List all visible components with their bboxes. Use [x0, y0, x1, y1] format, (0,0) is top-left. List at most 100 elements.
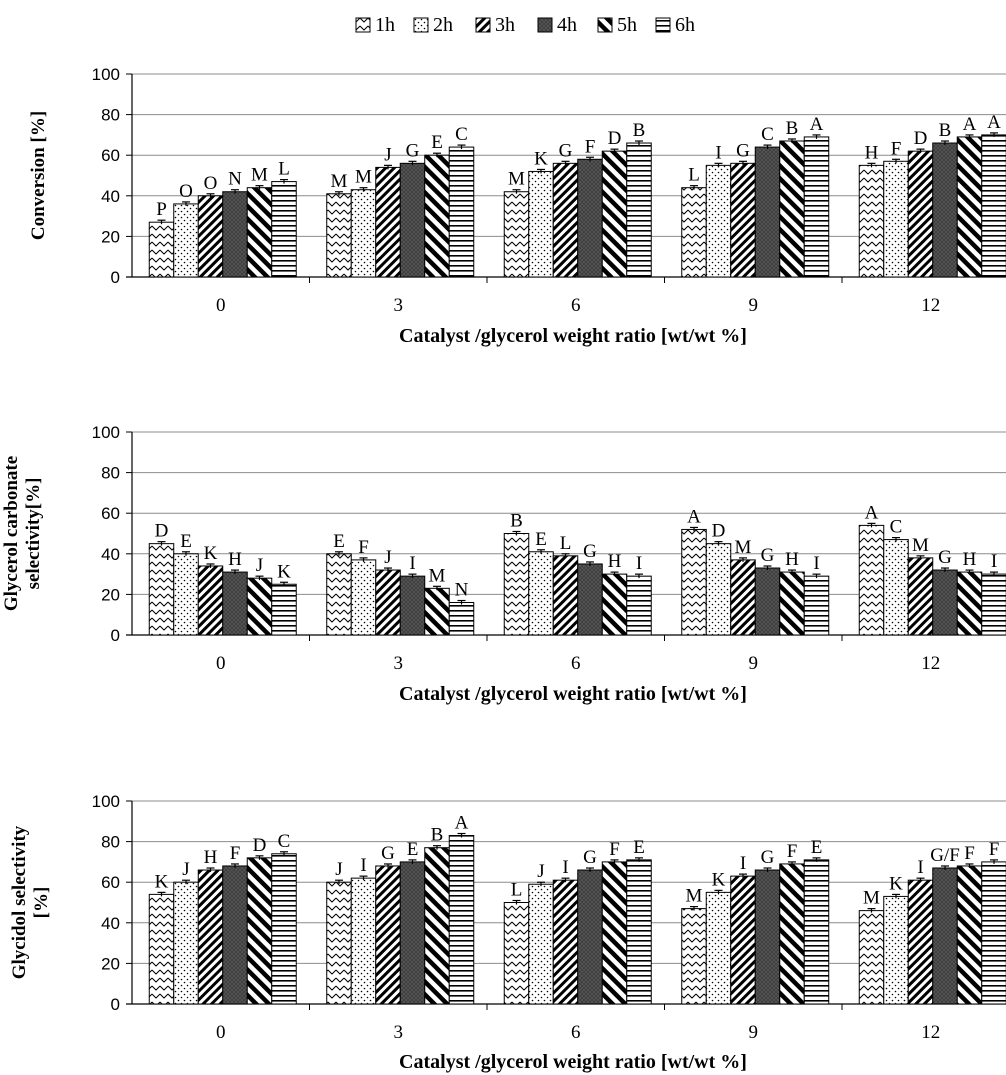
significance-letter: A — [810, 114, 824, 135]
significance-letter: L — [560, 533, 572, 554]
y-tick-label: 80 — [101, 464, 120, 483]
significance-letter: F — [585, 136, 596, 157]
bar-1h-0 — [148, 221, 175, 278]
y-tick-label: 20 — [101, 954, 120, 973]
significance-letter: J — [182, 859, 189, 880]
bar-2h-12 — [883, 539, 909, 636]
significance-letter: G — [761, 847, 775, 868]
significance-letter: I — [715, 142, 721, 163]
bar-5h-6 — [601, 573, 628, 636]
legend-swatch-4h — [537, 17, 553, 33]
x-tick-label: 0 — [216, 653, 226, 674]
significance-letter: K — [277, 561, 291, 582]
significance-letter: M — [251, 165, 268, 186]
significance-letter: E — [180, 531, 192, 552]
bar-2h-0 — [173, 553, 199, 636]
bar-5h-12 — [956, 571, 983, 636]
significance-letter: O — [204, 173, 218, 194]
x-tick-label: 6 — [571, 653, 581, 674]
y-tick-label: 80 — [101, 106, 120, 125]
bar-2h-6 — [528, 170, 554, 278]
bar-5h-6 — [601, 150, 628, 278]
y-tick-label: 80 — [101, 833, 120, 852]
y-tick-label: 0 — [111, 995, 120, 1014]
bar-6h-0 — [271, 853, 297, 1005]
legend-label-5h: 5h — [617, 14, 637, 36]
bar-5h-9 — [779, 571, 805, 636]
y-tick-label: 60 — [101, 873, 120, 892]
bar-2h-3 — [350, 189, 377, 278]
bar-1h-12 — [858, 524, 885, 636]
bar-4h-3 — [399, 575, 426, 636]
bar-6h-12 — [981, 573, 1006, 636]
significance-letter: J — [256, 555, 263, 576]
significance-letter: L — [688, 165, 700, 186]
bar-4h-6 — [577, 869, 603, 1005]
y-tick-label: 60 — [101, 504, 120, 523]
bar-5h-12 — [956, 865, 983, 1005]
significance-letter: M — [863, 888, 880, 909]
y-tick-label: 40 — [101, 545, 120, 564]
x-axis-label: Catalyst /glycerol weight ratio [wt/wt %… — [399, 325, 747, 347]
legend-swatch-3h — [475, 17, 491, 33]
significance-letter: E — [811, 837, 823, 858]
significance-letter: D — [914, 128, 928, 149]
bar-2h-3 — [350, 559, 377, 636]
significance-letter: G — [938, 547, 952, 568]
bar-1h-12 — [858, 164, 885, 278]
bar-2h-12 — [883, 160, 909, 278]
significance-letter: I — [991, 551, 997, 572]
significance-letter: A — [987, 112, 1001, 133]
bar-3h-6 — [552, 555, 579, 636]
significance-letter: K — [155, 871, 169, 892]
significance-letter: D — [712, 521, 726, 542]
significance-letter: E — [535, 529, 547, 550]
bar-2h-9 — [705, 891, 732, 1005]
significance-letter: K — [534, 148, 548, 169]
significance-letter: J — [384, 547, 391, 568]
significance-letter: M — [735, 537, 752, 558]
bar-6h-9 — [803, 859, 830, 1005]
significance-letter: K — [889, 873, 903, 894]
significance-letter: G — [583, 541, 597, 562]
y-axis-label: Glycerol carbonateselectivity[%] — [1, 456, 44, 611]
bar-4h-0 — [222, 571, 248, 636]
bar-6h-3 — [448, 146, 475, 278]
significance-letter: F — [609, 839, 620, 860]
bar-3h-9 — [730, 875, 756, 1005]
y-tick-label: 40 — [101, 187, 120, 206]
bar-2h-0 — [173, 881, 199, 1005]
y-axis-label: Glycidol selectivity[%] — [9, 825, 52, 979]
bar-1h-0 — [148, 543, 175, 636]
significance-letter: P — [156, 199, 167, 220]
bar-3h-6 — [552, 162, 579, 278]
bar-2h-3 — [350, 877, 377, 1005]
y-tick-label: 100 — [92, 792, 120, 811]
significance-letter: H — [865, 142, 879, 163]
x-axis-label: Catalyst /glycerol weight ratio [wt/wt %… — [399, 683, 747, 705]
legend-swatch-6h — [655, 17, 671, 33]
bar-1h-6 — [503, 902, 530, 1005]
bar-1h-6 — [503, 533, 530, 636]
bar-3h-9 — [730, 559, 756, 636]
legend-label-1h: 1h — [375, 14, 395, 36]
significance-letter: N — [455, 580, 469, 601]
bar-1h-9 — [681, 908, 707, 1005]
significance-letter: I — [740, 853, 746, 874]
x-tick-label: 9 — [749, 1022, 759, 1043]
bar-4h-12 — [932, 142, 958, 278]
bar-2h-0 — [173, 203, 199, 278]
bar-3h-3 — [375, 569, 401, 636]
significance-letter: B — [939, 120, 952, 141]
bar-4h-0 — [222, 865, 248, 1005]
bar-6h-0 — [271, 583, 297, 636]
significance-letter: F — [891, 138, 902, 159]
significance-letter: F — [989, 839, 1000, 860]
significance-letter: I — [636, 553, 642, 574]
bar-6h-9 — [803, 136, 830, 278]
significance-letter: I — [917, 857, 923, 878]
significance-letter: A — [687, 506, 701, 527]
significance-letter: O — [179, 181, 193, 202]
x-tick-label: 6 — [571, 1022, 581, 1043]
bar-5h-12 — [956, 136, 983, 278]
